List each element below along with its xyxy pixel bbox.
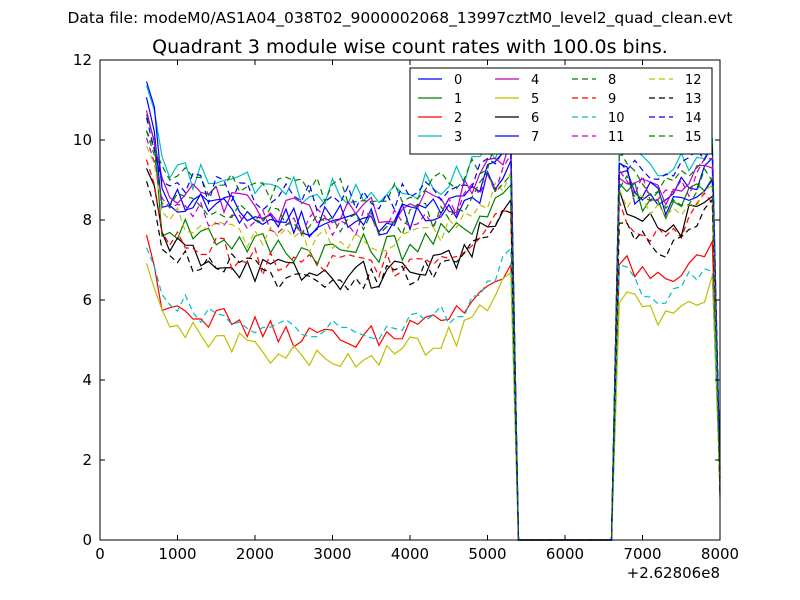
legend-label: 6: [531, 111, 539, 126]
series-line-14: [145, 117, 721, 541]
y-tick-label: 0: [82, 531, 92, 549]
x-tick-label: 2000: [236, 545, 274, 563]
legend-label: 3: [454, 130, 462, 145]
chart-suptitle: Data file: modeM0/AS1A04_038T02_90000020…: [67, 9, 732, 28]
legend-label: 12: [685, 73, 702, 88]
legend-label: 7: [531, 130, 539, 145]
y-tick-label: 4: [82, 371, 92, 389]
x-tick-label: 5000: [468, 545, 506, 563]
x-tick-label: 3000: [313, 545, 351, 563]
y-tick-label: 2: [82, 451, 92, 469]
x-offset-label: +2.62806e8: [627, 564, 720, 582]
series-line-6: [145, 168, 721, 541]
chart-title: Quadrant 3 module wise count rates with …: [152, 36, 668, 58]
x-axis: 0 1000 2000 3000 4000 5000 6000 7000 8000: [95, 60, 739, 563]
legend-box: [409, 67, 713, 155]
legend-label: 10: [608, 111, 625, 126]
series-line-4: [145, 110, 721, 541]
plot-lines: [145, 81, 721, 541]
series-line-0: [145, 97, 721, 541]
legend-label: 4: [531, 73, 539, 88]
y-tick-label: 12: [73, 51, 92, 69]
series-line-1: [145, 114, 721, 541]
legend-label: 2: [454, 111, 462, 126]
x-tick-label: 8000: [701, 545, 739, 563]
x-tick-label: 1000: [158, 545, 196, 563]
legend-label: 8: [608, 73, 616, 88]
x-tick-label: 0: [95, 545, 105, 563]
legend-label: 15: [685, 130, 702, 145]
series-line-10: [145, 247, 721, 541]
y-tick-label: 6: [82, 291, 92, 309]
y-tick-label: 10: [73, 131, 92, 149]
series-line-15: [145, 130, 721, 541]
legend-label: 11: [608, 130, 625, 145]
x-tick-label: 4000: [391, 545, 429, 563]
series-line-8: [145, 130, 721, 541]
x-tick-label: 6000: [546, 545, 584, 563]
legend-label: 9: [608, 92, 616, 107]
legend-label: 1: [454, 92, 462, 107]
legend-label: 13: [685, 92, 702, 107]
series-line-13: [145, 181, 721, 541]
series-line-5: [145, 263, 721, 541]
series-line-2: [145, 234, 721, 541]
series-line-11: [145, 137, 721, 541]
y-tick-label: 8: [82, 211, 92, 229]
legend-label: 14: [685, 111, 702, 126]
legend-label: 5: [531, 92, 539, 107]
legend-label: 0: [454, 73, 462, 88]
x-tick-label: 7000: [623, 545, 661, 563]
series-line-12: [145, 146, 721, 541]
